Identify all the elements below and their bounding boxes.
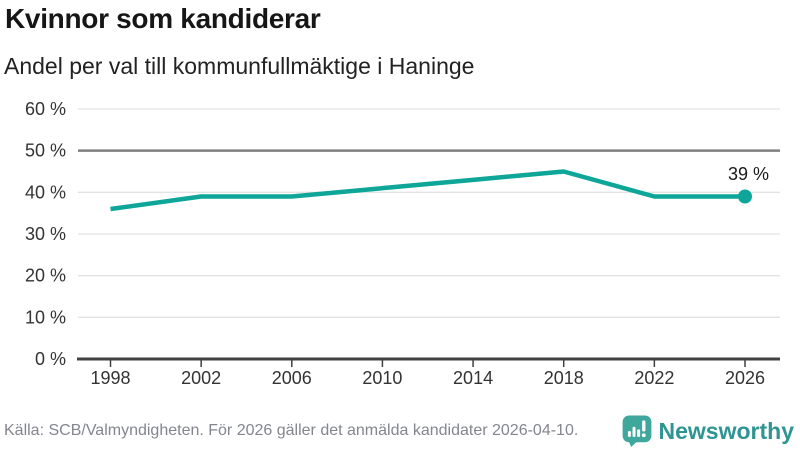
- y-axis-tick-label: 50 %: [25, 141, 66, 161]
- logo-bars-and-exclamation: [627, 420, 646, 438]
- source-note: Källa: SCB/Valmyndigheten. För 2026 gäll…: [4, 422, 579, 439]
- y-axis-tick-label: 10 %: [25, 307, 66, 327]
- x-axis-tick-label: 2026: [725, 368, 765, 388]
- newsworthy-logo: Newsworthy: [622, 415, 794, 447]
- end-point-dot: [738, 189, 752, 204]
- end-value-label: 39 %: [728, 164, 769, 184]
- x-axis-tick-label: 2002: [181, 368, 221, 388]
- x-axis-tick-label: 2006: [272, 368, 312, 388]
- x-axis-tick-label: 2014: [453, 368, 493, 388]
- newsworthy-logo-text: Newsworthy: [658, 417, 794, 444]
- y-axis-tick-label: 40 %: [25, 182, 66, 202]
- x-axis-tick-label: 2018: [544, 368, 584, 388]
- chart-footer: Källa: SCB/Valmyndigheten. För 2026 gäll…: [4, 414, 794, 448]
- y-axis-tick-label: 60 %: [25, 99, 66, 119]
- x-axis-tick-label: 2022: [634, 368, 674, 388]
- y-axis-tick-label: 20 %: [25, 266, 66, 286]
- chart-title: Kvinnor som kandiderar: [5, 3, 321, 34]
- chart-subtitle: Andel per val till kommunfullmäktige i H…: [4, 53, 475, 79]
- y-axis-tick-label: 30 %: [25, 224, 66, 244]
- y-axis-tick-label: 0 %: [35, 349, 66, 369]
- newsworthy-logo-icon: [622, 415, 651, 447]
- x-axis-tick-label: 1998: [90, 368, 130, 388]
- x-axis-tick-label: 2010: [362, 368, 402, 388]
- data-line: [110, 169, 745, 212]
